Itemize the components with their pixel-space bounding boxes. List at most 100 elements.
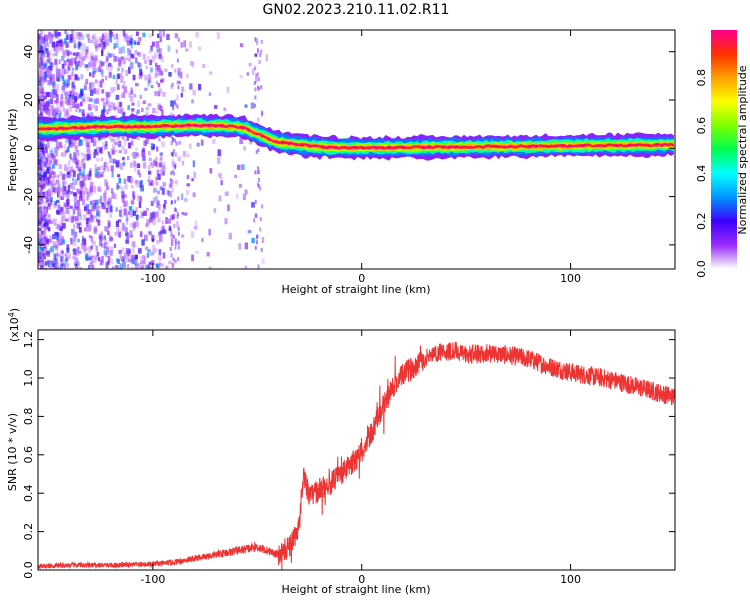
spectrogram-speckle xyxy=(130,90,134,95)
spectrogram-speckle xyxy=(139,255,143,261)
spectrogram-speckle xyxy=(53,137,58,142)
spectrogram-speckle xyxy=(40,53,44,57)
spectrogram-speckle xyxy=(41,149,45,154)
spectrogram-speckle xyxy=(141,239,145,246)
spectrogram-speckle xyxy=(39,173,42,181)
spectrogram-speckle xyxy=(59,225,63,232)
spectrogram-speckle xyxy=(50,92,53,99)
spectrogram-speckle xyxy=(92,62,96,70)
spectrogram-speckle xyxy=(160,226,164,231)
spectrogram-speckle xyxy=(189,41,192,48)
spectrogram-speckle xyxy=(77,44,81,50)
spectrogram-speckle xyxy=(46,50,49,55)
spectrogram-speckle xyxy=(90,236,93,242)
spectrogram-speckle xyxy=(158,162,163,168)
spectrogram-speckle xyxy=(170,151,173,156)
spectrogram-speckle xyxy=(98,240,103,247)
spectrogram-speckle xyxy=(121,196,125,203)
spectrogram-speckle xyxy=(45,102,49,108)
spectrogram-speckle xyxy=(74,61,78,66)
spectrogram-speckle xyxy=(57,68,61,75)
spectrogram-speckle xyxy=(254,66,257,71)
spectrogram-speckle xyxy=(139,69,143,76)
spectrogram-speckle xyxy=(75,145,78,150)
spectrogram-speckle xyxy=(38,191,42,199)
spectrogram-speckle xyxy=(47,111,51,118)
spectrogram-speckle xyxy=(236,164,241,170)
spectrogram-speckle xyxy=(170,234,174,242)
spectrogram-speckle xyxy=(96,146,100,150)
spectrogram-speckle xyxy=(41,155,45,160)
spectrogram-peak xyxy=(661,143,665,147)
spectrogram-speckle xyxy=(38,77,41,84)
spectrogram-speckle xyxy=(39,233,44,239)
spectrogram-speckle xyxy=(49,220,53,224)
spectrogram-speckle xyxy=(101,78,104,83)
spectrogram-speckle xyxy=(42,183,46,189)
spectrogram-speckle xyxy=(192,192,196,197)
spectrogram-speckle xyxy=(131,53,135,59)
spectrogram-speckle xyxy=(101,45,105,50)
spectrogram-speckle xyxy=(69,205,73,209)
spectrogram-speckle xyxy=(174,241,177,246)
spectrogram-speckle xyxy=(90,265,94,269)
spectrogram-speckle xyxy=(38,192,42,196)
spectrogram-speckle xyxy=(157,231,162,237)
spectrogram-speckle xyxy=(115,78,119,86)
spectrogram-speckle xyxy=(76,260,80,266)
spectrogram-speckle xyxy=(99,195,103,202)
spectrogram-speckle xyxy=(171,161,176,168)
spectrogram-speckle xyxy=(97,66,102,73)
spectrogram-speckle xyxy=(94,169,99,176)
spectrogram-speckle xyxy=(41,224,45,228)
spectrogram-speckle xyxy=(101,33,105,40)
spectrogram-speckle xyxy=(128,92,132,98)
spectrogram-speckle xyxy=(66,255,70,259)
spectrogram-speckle xyxy=(172,113,175,118)
spectrogram-speckle xyxy=(100,38,104,46)
spectrogram-speckle xyxy=(84,94,87,98)
spectrogram-peak xyxy=(260,134,264,138)
spectrogram-speckle xyxy=(121,67,124,73)
spectrogram-speckle xyxy=(147,264,150,269)
spectrogram-speckle xyxy=(142,255,146,260)
spectrogram-peak xyxy=(287,141,291,146)
spectrogram-speckle xyxy=(67,184,71,192)
spectrogram-speckle xyxy=(254,245,257,250)
spectrogram-speckle xyxy=(147,103,152,107)
spectrogram-speckle xyxy=(176,104,179,109)
spectrogram-speckle xyxy=(201,237,204,243)
spectrogram-speckle xyxy=(103,192,107,200)
spectrogram-speckle xyxy=(152,251,155,255)
spectrogram-speckle xyxy=(39,189,43,196)
spectrogram-speckle xyxy=(208,266,212,269)
spectrogram-speckle xyxy=(254,95,257,100)
spectrogram-speckle xyxy=(38,61,42,68)
spectrogram-peak xyxy=(207,124,211,128)
spectrogram-speckle xyxy=(40,248,45,256)
spectrogram-speckle xyxy=(54,30,58,37)
spectrogram-speckle xyxy=(80,173,85,178)
spectrogram-speckle xyxy=(133,153,137,159)
spectrogram-speckle xyxy=(257,166,260,171)
spectrogram-speckle xyxy=(53,31,57,38)
spectrogram-speckle xyxy=(44,43,48,49)
spectrogram-speckle xyxy=(43,245,47,249)
spectrogram-speckle xyxy=(40,98,43,104)
spectrogram-speckle xyxy=(139,184,142,188)
spectrogram-speckle xyxy=(44,254,48,258)
spectrogram-speckle xyxy=(109,213,112,219)
spectrogram-speckle xyxy=(149,162,153,166)
spectrogram-speckle xyxy=(93,98,97,104)
spectrogram-speckle xyxy=(77,208,81,213)
spectrogram-speckle xyxy=(150,67,153,73)
spectrogram-speckle xyxy=(82,238,86,246)
spectrogram-speckle xyxy=(84,247,88,251)
spectrogram-speckle xyxy=(150,45,153,51)
spectrogram-speckle xyxy=(135,179,139,184)
spectrogram-speckle xyxy=(60,263,63,269)
spectrogram-speckle xyxy=(45,91,50,97)
spectrogram-speckle xyxy=(39,35,43,41)
spectrogram-speckle xyxy=(170,85,173,90)
spectrogram-speckle xyxy=(115,44,119,48)
